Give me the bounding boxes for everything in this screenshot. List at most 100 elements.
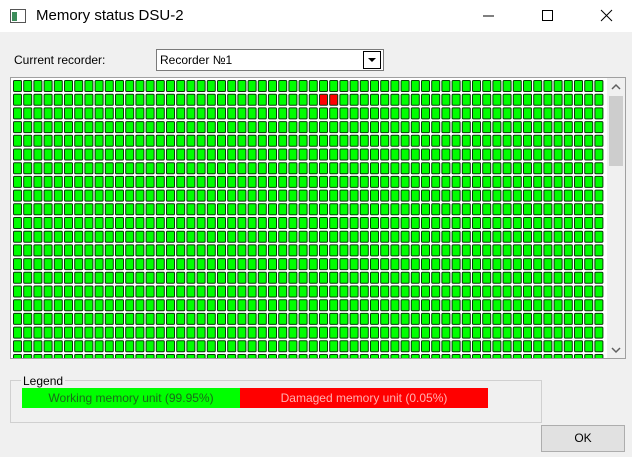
memory-cell [339, 217, 349, 229]
memory-cell [257, 121, 267, 134]
memory-cell [441, 189, 451, 202]
memory-cell [125, 258, 135, 271]
memory-cell [594, 354, 604, 358]
memory-cell [64, 121, 73, 134]
memory-cell [237, 162, 247, 175]
memory-cell [390, 107, 400, 120]
memory-cell [410, 189, 420, 202]
memory-cell [492, 326, 502, 339]
memory-cell [257, 285, 267, 298]
memory-cell [563, 244, 573, 257]
memory-cell [380, 134, 390, 147]
memory-cell [370, 217, 379, 229]
legend-title: Legend [21, 374, 66, 388]
memory-cell [217, 217, 226, 229]
memory-cell [359, 107, 369, 120]
close[interactable] [600, 9, 613, 22]
memory-cell [308, 354, 318, 358]
memory-cell [543, 244, 553, 257]
memory-cell [451, 340, 461, 353]
memory-cell [390, 326, 400, 339]
memory-cell [563, 299, 573, 312]
memory-cell [33, 189, 43, 202]
memory-cell [33, 121, 43, 134]
memory-cell [268, 285, 277, 298]
memory-cell [13, 340, 22, 353]
memory-cell [33, 271, 43, 284]
memory-cell [104, 189, 114, 202]
memory-cell [594, 326, 604, 339]
memory-cell [502, 285, 512, 298]
memory-cell [482, 217, 492, 229]
ok-button[interactable]: OK [541, 425, 625, 452]
memory-cell [298, 230, 308, 243]
memory-cell [482, 189, 492, 202]
memory-cell [135, 93, 145, 106]
memory-cell [451, 354, 461, 358]
memory-cell [390, 271, 400, 284]
memory-cell [370, 340, 379, 353]
memory-grid [13, 80, 604, 358]
memory-cell [268, 107, 277, 120]
memory-cell [166, 244, 175, 257]
memory-cell [390, 148, 400, 161]
memory-cell [64, 299, 73, 312]
memory-cell [584, 134, 594, 147]
memory-cell [431, 312, 441, 325]
memory-cell [53, 244, 63, 257]
memory-cell [145, 244, 155, 257]
memory-cell [523, 148, 532, 161]
memory-cell [319, 285, 328, 298]
memory-cell [33, 299, 43, 312]
memory-cell [370, 244, 379, 257]
memory-cell [421, 203, 430, 216]
memory-cell [268, 258, 277, 271]
scroll-thumb[interactable] [609, 96, 623, 166]
memory-cell [482, 312, 492, 325]
memory-cell [308, 80, 318, 92]
memory-cell [472, 121, 481, 134]
memory-cell [390, 189, 400, 202]
memory-cell [74, 203, 84, 216]
memory-cell [84, 258, 94, 271]
recorder-dropdown[interactable]: Recorder №1 [156, 49, 384, 71]
memory-cell [247, 189, 257, 202]
memory-cell [370, 326, 379, 339]
memory-cell [523, 203, 532, 216]
memory-cell [563, 326, 573, 339]
memory-cell [176, 326, 186, 339]
memory-cell [451, 175, 461, 188]
memory-cell [217, 299, 226, 312]
memory-cell [502, 134, 512, 147]
memory-cell [298, 175, 308, 188]
memory-cell [380, 230, 390, 243]
memory-cell [176, 134, 186, 147]
memory-cell [512, 230, 522, 243]
memory-cell [574, 312, 583, 325]
memory-cell [553, 148, 563, 161]
memory-cell [533, 162, 543, 175]
memory-cell [319, 121, 328, 134]
memory-cell [543, 312, 553, 325]
memory-cell [329, 258, 339, 271]
memory-cell [431, 93, 441, 106]
memory-cell [278, 80, 288, 92]
memory-cell [196, 326, 206, 339]
memory-cell [288, 175, 298, 188]
memory-cell [186, 175, 196, 188]
memory-cell [472, 162, 481, 175]
memory-cell [421, 162, 430, 175]
memory-cell [278, 217, 288, 229]
memory-cell [502, 148, 512, 161]
scrollbar[interactable] [607, 78, 625, 358]
maximize[interactable] [542, 10, 553, 21]
memory-cell [349, 340, 359, 353]
memory-cell [482, 121, 492, 134]
memory-cell [257, 189, 267, 202]
memory-cell [196, 230, 206, 243]
memory-cell [43, 244, 53, 257]
memory-cell [523, 121, 532, 134]
memory-cell [176, 217, 186, 229]
memory-cell [319, 162, 328, 175]
memory-cell [492, 121, 502, 134]
